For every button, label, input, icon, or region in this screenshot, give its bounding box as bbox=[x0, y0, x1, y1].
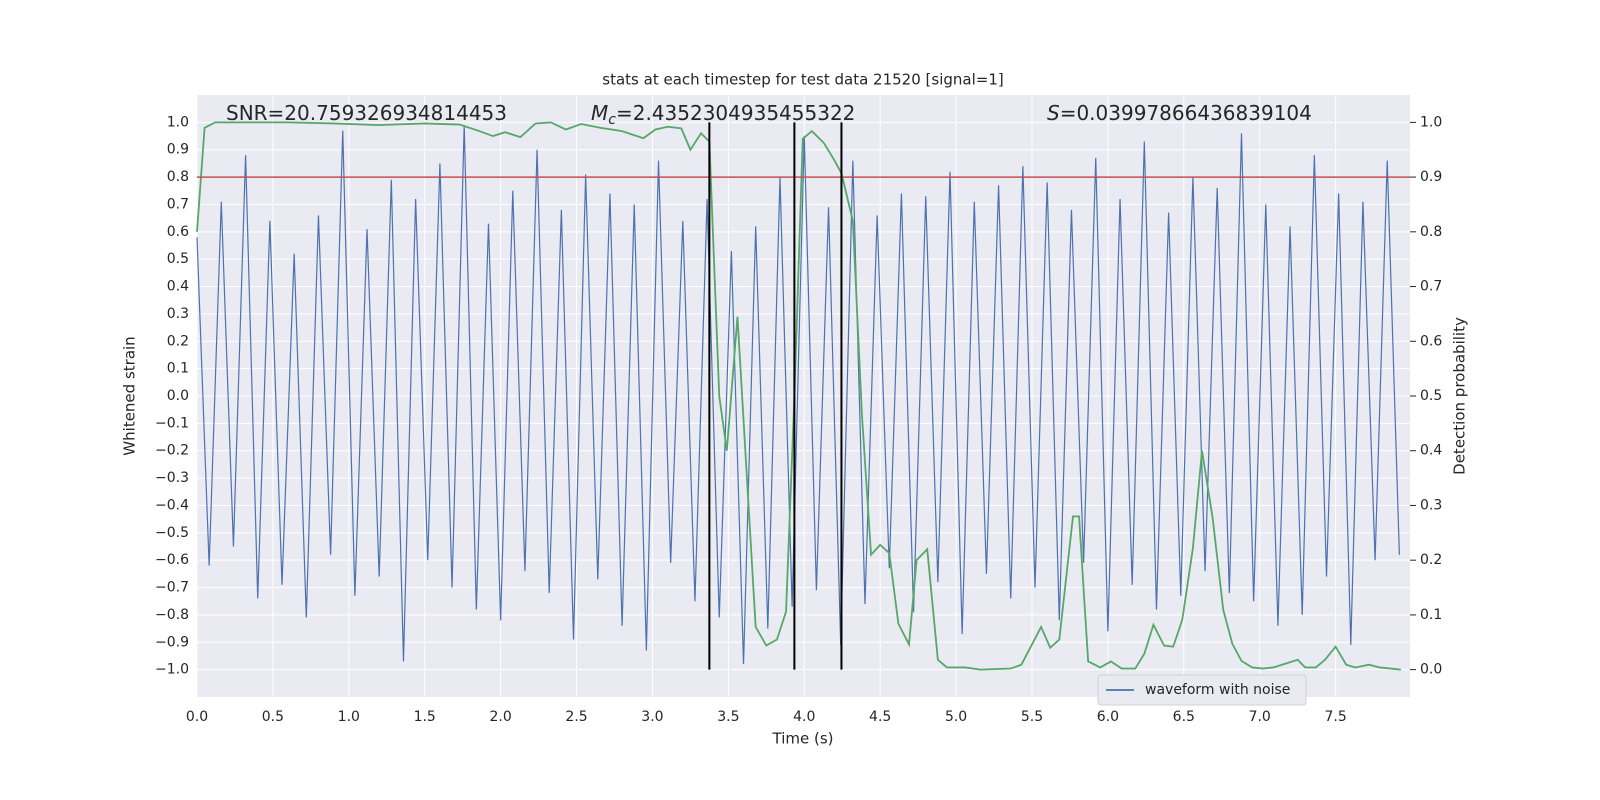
y-tick-label: −0.2 bbox=[155, 443, 189, 459]
y-tick-label: 0.8 bbox=[167, 169, 189, 185]
y2-tick-label: 0.5 bbox=[1420, 388, 1442, 404]
annotation-symbol: M bbox=[591, 101, 608, 125]
y2-tick-label: 0.1 bbox=[1420, 607, 1442, 623]
y-tick-label: −0.4 bbox=[155, 497, 189, 513]
y2-tick-label: 0.9 bbox=[1420, 169, 1442, 185]
x-tick-label: 6.5 bbox=[1173, 709, 1195, 725]
y-tick-label: 0.6 bbox=[167, 224, 189, 240]
y2-tick-label: 1.0 bbox=[1420, 114, 1442, 130]
y-tick-label: 1.0 bbox=[167, 114, 189, 130]
y-tick-label: 0.3 bbox=[167, 306, 189, 322]
y2-tick-label: 0.4 bbox=[1420, 443, 1442, 459]
x-tick-label: 5.5 bbox=[1021, 709, 1043, 725]
annotation: SNR=20.759326934814453 bbox=[226, 101, 507, 125]
annotation-text: SNR=20.759326934814453 bbox=[226, 101, 507, 125]
x-tick-label: 1.5 bbox=[414, 709, 436, 725]
annotation-text: =0.03997866436839104 bbox=[1060, 101, 1312, 125]
annotation-text: =2.4352304935455322 bbox=[616, 101, 855, 125]
x-tick-label: 4.5 bbox=[869, 709, 891, 725]
y-tick-label: 0.2 bbox=[167, 333, 189, 349]
y-tick-label: −0.3 bbox=[155, 470, 189, 486]
y-tick-label: 0.7 bbox=[167, 196, 189, 212]
x-tick-label: 7.0 bbox=[1249, 709, 1271, 725]
y2-tick-label: 0.3 bbox=[1420, 497, 1442, 513]
series-line bbox=[196, 121, 1401, 671]
y2-axis-label: Detection probability bbox=[1451, 317, 1469, 475]
y-axis-label: Whitened strain bbox=[121, 336, 139, 455]
y-tick-label: 0.5 bbox=[167, 251, 189, 267]
annotation: Mc=2.4352304935455322 bbox=[591, 101, 855, 128]
chart-title: stats at each timestep for test data 215… bbox=[602, 71, 1003, 89]
x-tick-label: 3.5 bbox=[717, 709, 739, 725]
series-line bbox=[196, 125, 1400, 665]
x-tick-label: 0.0 bbox=[186, 709, 208, 725]
y-tick-label: 0.9 bbox=[167, 142, 189, 158]
y-tick-label: −0.7 bbox=[155, 580, 189, 596]
x-tick-label: 0.5 bbox=[262, 709, 284, 725]
y-tick-label: 0.4 bbox=[167, 279, 189, 295]
x-tick-label: 4.0 bbox=[793, 709, 815, 725]
annotation: S=0.03997866436839104 bbox=[1047, 101, 1312, 125]
y2-tick-label: 0.6 bbox=[1420, 333, 1442, 349]
x-tick-label: 7.5 bbox=[1324, 709, 1346, 725]
x-tick-label: 1.0 bbox=[338, 709, 360, 725]
y-tick-label: −1.0 bbox=[155, 662, 189, 678]
x-tick-label: 5.0 bbox=[945, 709, 967, 725]
y2-tick-label: 0.8 bbox=[1420, 224, 1442, 240]
legend-label: waveform with noise bbox=[1145, 682, 1290, 698]
annotation-symbol: S bbox=[1047, 101, 1060, 125]
y-tick-label: −0.5 bbox=[155, 525, 189, 541]
y-tick-label: 0.0 bbox=[167, 388, 189, 404]
y-tick-label: −0.6 bbox=[155, 552, 189, 568]
y-tick-label: −0.9 bbox=[155, 634, 189, 650]
x-axis-label: Time (s) bbox=[772, 730, 834, 748]
y-tick-label: −0.1 bbox=[155, 415, 189, 431]
y2-tick-label: 0.2 bbox=[1420, 552, 1442, 568]
annotation-subscript: c bbox=[608, 112, 616, 128]
x-tick-label: 6.0 bbox=[1097, 709, 1119, 725]
x-tick-label: 3.0 bbox=[641, 709, 663, 725]
x-tick-label: 2.5 bbox=[565, 709, 587, 725]
y2-tick-label: 0.0 bbox=[1420, 662, 1442, 678]
y2-tick-label: 0.7 bbox=[1420, 279, 1442, 295]
y-tick-label: −0.8 bbox=[155, 607, 189, 623]
legend-box bbox=[1097, 674, 1307, 706]
y-tick-label: 0.1 bbox=[167, 361, 189, 377]
x-tick-label: 2.0 bbox=[489, 709, 511, 725]
